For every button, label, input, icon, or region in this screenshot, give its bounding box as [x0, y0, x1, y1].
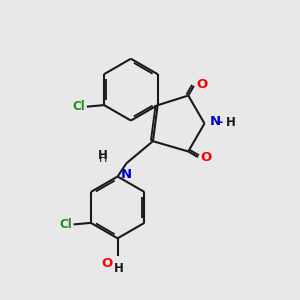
Text: N: N — [121, 168, 132, 181]
Text: Cl: Cl — [73, 100, 85, 113]
Text: O: O — [196, 78, 208, 91]
Text: O: O — [200, 151, 211, 164]
Text: N: N — [210, 115, 221, 128]
Text: Cl: Cl — [59, 218, 72, 231]
Text: H: H — [226, 116, 236, 129]
Text: O: O — [101, 257, 112, 270]
Text: -: - — [217, 116, 222, 129]
Text: H: H — [98, 149, 108, 162]
Text: H: H — [99, 154, 107, 164]
Text: H: H — [114, 262, 124, 275]
